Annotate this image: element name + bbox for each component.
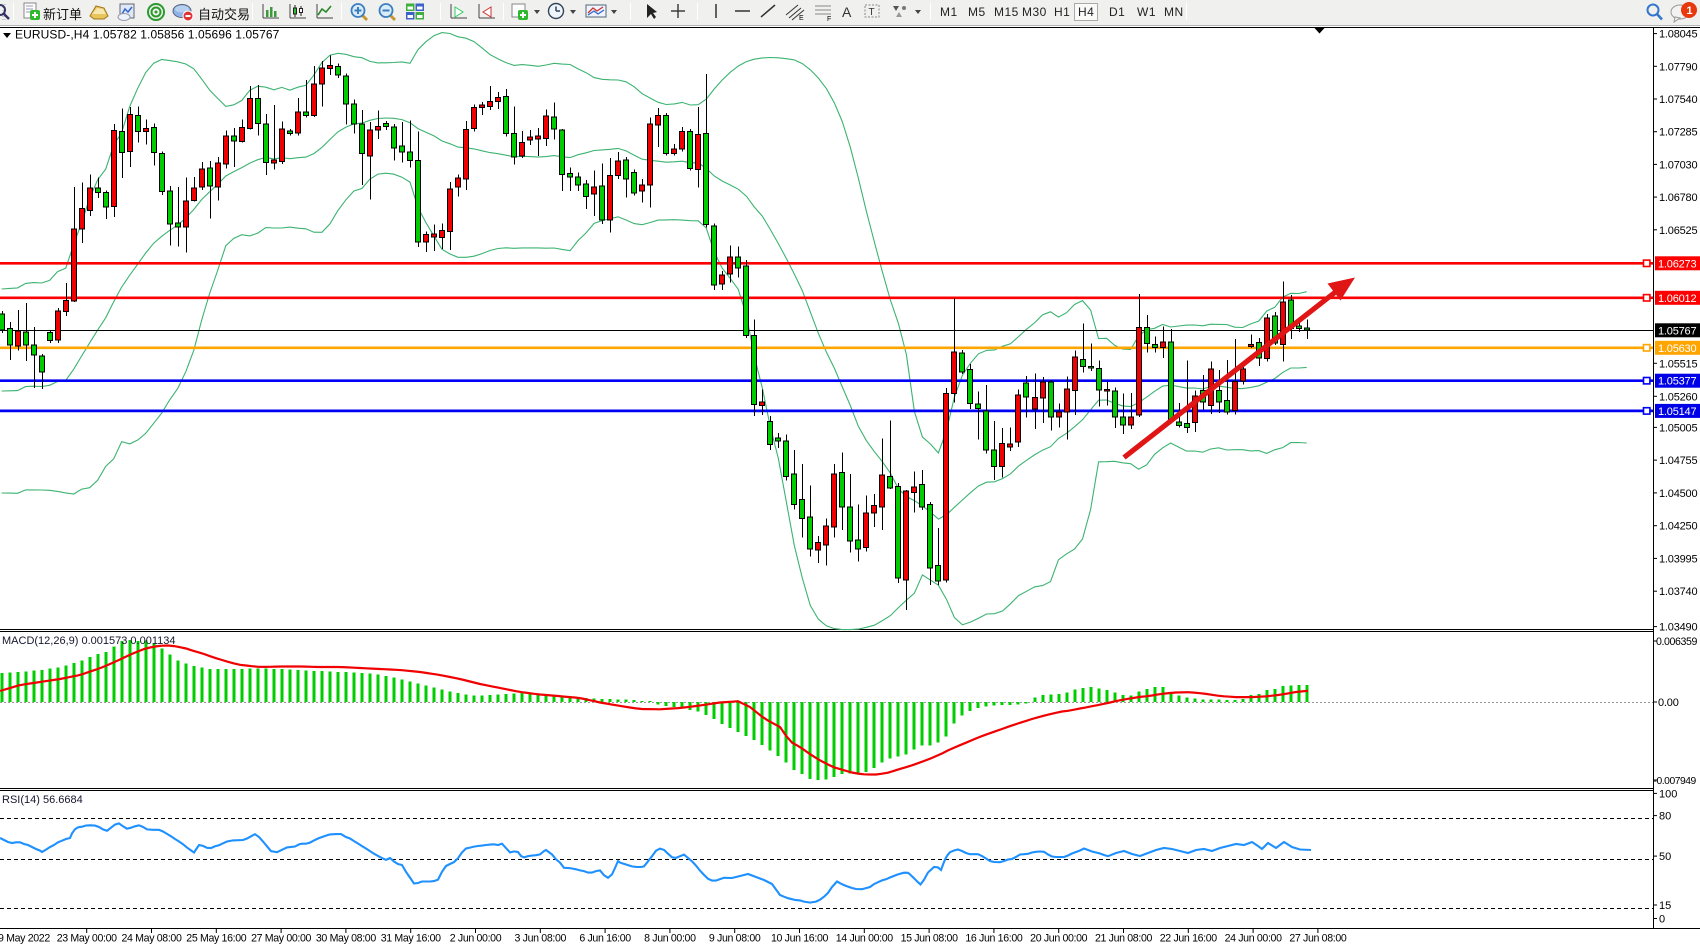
svg-text:15 Jun 08:00: 15 Jun 08:00 bbox=[901, 933, 959, 945]
svg-text:0.00: 0.00 bbox=[1658, 697, 1679, 709]
svg-text:21 Jun 08:00: 21 Jun 08:00 bbox=[1095, 933, 1153, 945]
svg-text:1.05147: 1.05147 bbox=[1658, 406, 1696, 418]
svg-text:50: 50 bbox=[1659, 851, 1671, 863]
svg-text:15: 15 bbox=[1659, 900, 1671, 912]
svg-text:23 May 00:00: 23 May 00:00 bbox=[57, 933, 117, 945]
svg-text:31 May 16:00: 31 May 16:00 bbox=[381, 933, 441, 945]
svg-text:1.03740: 1.03740 bbox=[1659, 586, 1697, 598]
svg-text:30 May 08:00: 30 May 08:00 bbox=[316, 933, 376, 945]
svg-text:1.05377: 1.05377 bbox=[1658, 376, 1696, 388]
svg-text:24 Jun 00:00: 24 Jun 00:00 bbox=[1225, 933, 1283, 945]
svg-text:1.06012: 1.06012 bbox=[1658, 293, 1696, 305]
svg-text:1.07030: 1.07030 bbox=[1659, 159, 1697, 171]
svg-text:1.05260: 1.05260 bbox=[1659, 391, 1697, 403]
svg-text:1.06273: 1.06273 bbox=[1658, 258, 1696, 270]
svg-text:8 Jun 00:00: 8 Jun 00:00 bbox=[644, 933, 696, 945]
svg-text:-0.007949: -0.007949 bbox=[1654, 776, 1697, 787]
svg-text:27 May 00:00: 27 May 00:00 bbox=[251, 933, 311, 945]
svg-text:3 Jun 08:00: 3 Jun 08:00 bbox=[515, 933, 567, 945]
svg-text:F: F bbox=[827, 16, 831, 22]
svg-text:T: T bbox=[869, 7, 875, 18]
svg-text:1.06780: 1.06780 bbox=[1659, 192, 1697, 204]
svg-text:1.06525: 1.06525 bbox=[1659, 225, 1697, 237]
svg-text:80: 80 bbox=[1659, 811, 1671, 823]
svg-text:9 Jun 08:00: 9 Jun 08:00 bbox=[709, 933, 761, 945]
svg-text:1.05630: 1.05630 bbox=[1658, 343, 1696, 355]
svg-text:24 May 08:00: 24 May 08:00 bbox=[122, 933, 182, 945]
svg-text:MACD(12,26,9) 0.001573 0.00113: MACD(12,26,9) 0.001573 0.001134 bbox=[2, 635, 175, 647]
svg-text:22 Jun 16:00: 22 Jun 16:00 bbox=[1160, 933, 1218, 945]
svg-text:1: 1 bbox=[1687, 5, 1693, 17]
svg-text:1.04500: 1.04500 bbox=[1659, 488, 1697, 500]
svg-text:14 Jun 00:00: 14 Jun 00:00 bbox=[836, 933, 894, 945]
svg-text:9 May 2022: 9 May 2022 bbox=[0, 933, 50, 945]
svg-text:1.07790: 1.07790 bbox=[1659, 61, 1697, 73]
svg-text:1.04250: 1.04250 bbox=[1659, 521, 1697, 533]
svg-text:1.03490: 1.03490 bbox=[1659, 622, 1697, 634]
svg-text:10 Jun 16:00: 10 Jun 16:00 bbox=[771, 933, 829, 945]
svg-text:1.05515: 1.05515 bbox=[1659, 358, 1697, 370]
svg-text:1.04755: 1.04755 bbox=[1659, 455, 1697, 467]
svg-text:EURUSD-,H4 1.05782 1.05856 1.: EURUSD-,H4 1.05782 1.05856 1.05696 1.057… bbox=[15, 28, 280, 42]
svg-text:RSI(14) 56.6684: RSI(14) 56.6684 bbox=[2, 794, 83, 806]
svg-text:E: E bbox=[799, 15, 804, 22]
svg-text:100: 100 bbox=[1659, 788, 1677, 800]
svg-text:27 Jun 08:00: 27 Jun 08:00 bbox=[1289, 933, 1347, 945]
svg-text:6 Jun 16:00: 6 Jun 16:00 bbox=[579, 933, 631, 945]
svg-text:1.08045: 1.08045 bbox=[1659, 29, 1697, 41]
svg-text:1.03995: 1.03995 bbox=[1659, 553, 1697, 565]
svg-text:1.05767: 1.05767 bbox=[1658, 325, 1696, 337]
svg-text:16 Jun 16:00: 16 Jun 16:00 bbox=[965, 933, 1023, 945]
svg-text:0: 0 bbox=[1659, 914, 1665, 926]
svg-text:A: A bbox=[842, 4, 852, 20]
svg-text:1.05005: 1.05005 bbox=[1659, 422, 1697, 434]
svg-text:0.006359: 0.006359 bbox=[1656, 636, 1697, 648]
svg-text:25 May 16:00: 25 May 16:00 bbox=[186, 933, 246, 945]
svg-text:2 Jun 00:00: 2 Jun 00:00 bbox=[450, 933, 502, 945]
svg-text:1.07540: 1.07540 bbox=[1659, 94, 1697, 106]
svg-text:1.07285: 1.07285 bbox=[1659, 127, 1697, 139]
svg-text:20 Jun 00:00: 20 Jun 00:00 bbox=[1030, 933, 1088, 945]
